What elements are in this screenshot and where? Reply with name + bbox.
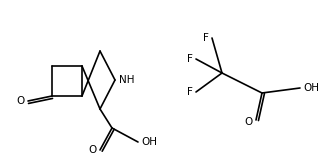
Text: OH: OH bbox=[141, 137, 157, 147]
Text: O: O bbox=[17, 96, 25, 106]
Text: O: O bbox=[89, 145, 97, 155]
Text: F: F bbox=[187, 87, 193, 97]
Text: F: F bbox=[187, 54, 193, 64]
Text: F: F bbox=[203, 33, 209, 43]
Text: O: O bbox=[245, 117, 253, 127]
Text: OH: OH bbox=[303, 83, 319, 93]
Text: NH: NH bbox=[119, 75, 134, 85]
